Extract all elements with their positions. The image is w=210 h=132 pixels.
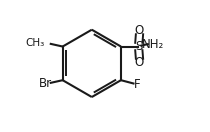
Text: CH₃: CH₃ xyxy=(25,38,44,48)
Text: O: O xyxy=(135,56,144,69)
Text: O: O xyxy=(135,24,144,37)
Text: S: S xyxy=(135,40,143,53)
Text: F: F xyxy=(134,78,140,91)
Text: Br: Br xyxy=(39,77,52,90)
Text: NH₂: NH₂ xyxy=(142,38,164,51)
